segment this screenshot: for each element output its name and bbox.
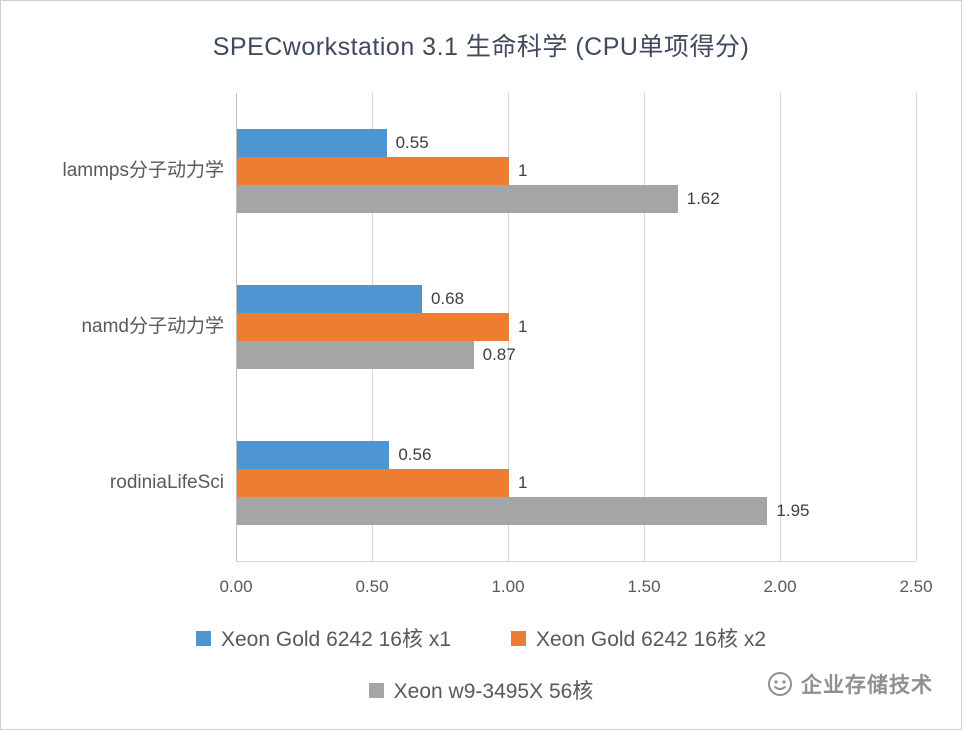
bar <box>237 341 474 369</box>
x-tick-label: 1.50 <box>627 577 661 596</box>
x-tick-label: 1.00 <box>491 577 525 596</box>
bar-value-label: 1 <box>518 317 528 336</box>
bar <box>237 185 678 213</box>
bar <box>237 497 768 525</box>
legend: Xeon Gold 6242 16核 x1 Xeon Gold 6242 16核 … <box>131 623 831 705</box>
bar-value-label: 1 <box>518 473 528 492</box>
gridline <box>916 93 917 561</box>
gridline <box>644 93 645 561</box>
legend-swatch <box>511 630 526 646</box>
bar-value-label: 1.95 <box>776 501 810 520</box>
x-tick-label: 0.50 <box>355 577 389 596</box>
category-axis-line <box>236 561 916 562</box>
chart-title: SPECworkstation 3.1 生命科学 (CPU单项得分) <box>212 33 750 61</box>
x-tick-label: 0.00 <box>219 577 253 596</box>
bar <box>237 285 422 313</box>
bar-value-label: 1 <box>518 161 528 180</box>
legend-swatch <box>368 682 384 698</box>
legend-item: Xeon Gold 6242 16核 x2 <box>511 623 766 653</box>
legend-item: Xeon w9-3495X 56核 <box>368 675 594 705</box>
bar <box>237 157 509 185</box>
bar-value-label: 0.55 <box>395 133 429 152</box>
category-label: namd分子动力学 <box>81 316 224 337</box>
bar-value-label: 0.87 <box>482 345 516 364</box>
x-tick-label: 2.50 <box>899 577 933 596</box>
legend-swatch <box>196 630 211 646</box>
legend-label: Xeon Gold 6242 16核 x2 <box>536 628 766 651</box>
bar-value-label: 0.56 <box>398 445 432 464</box>
legend-label: Xeon w9-3495X 56核 <box>393 680 594 703</box>
watermark-text: 企业存储技术 <box>801 674 933 697</box>
category-label: rodiniaLifeSci <box>109 472 224 493</box>
watermark: 企业存储技术 <box>767 669 933 699</box>
bar <box>237 313 509 341</box>
x-tick-label: 2.00 <box>763 577 797 596</box>
wechat-official-account-icon <box>768 672 792 696</box>
bar <box>237 129 387 157</box>
bar-value-label: 1.62 <box>686 189 720 208</box>
legend-item: Xeon Gold 6242 16核 x1 <box>196 623 451 653</box>
bar <box>237 469 509 497</box>
legend-label: Xeon Gold 6242 16核 x1 <box>221 628 451 651</box>
gridline <box>780 93 781 561</box>
value-axis-zero-line <box>236 93 237 561</box>
plot-area: 0.55 1 1.62 0.68 1 0.87 0.56 1 1.95 <box>236 93 917 562</box>
category-label: lammps分子动力学 <box>62 160 224 181</box>
bar <box>237 441 390 469</box>
bar-value-label: 0.68 <box>430 289 465 308</box>
